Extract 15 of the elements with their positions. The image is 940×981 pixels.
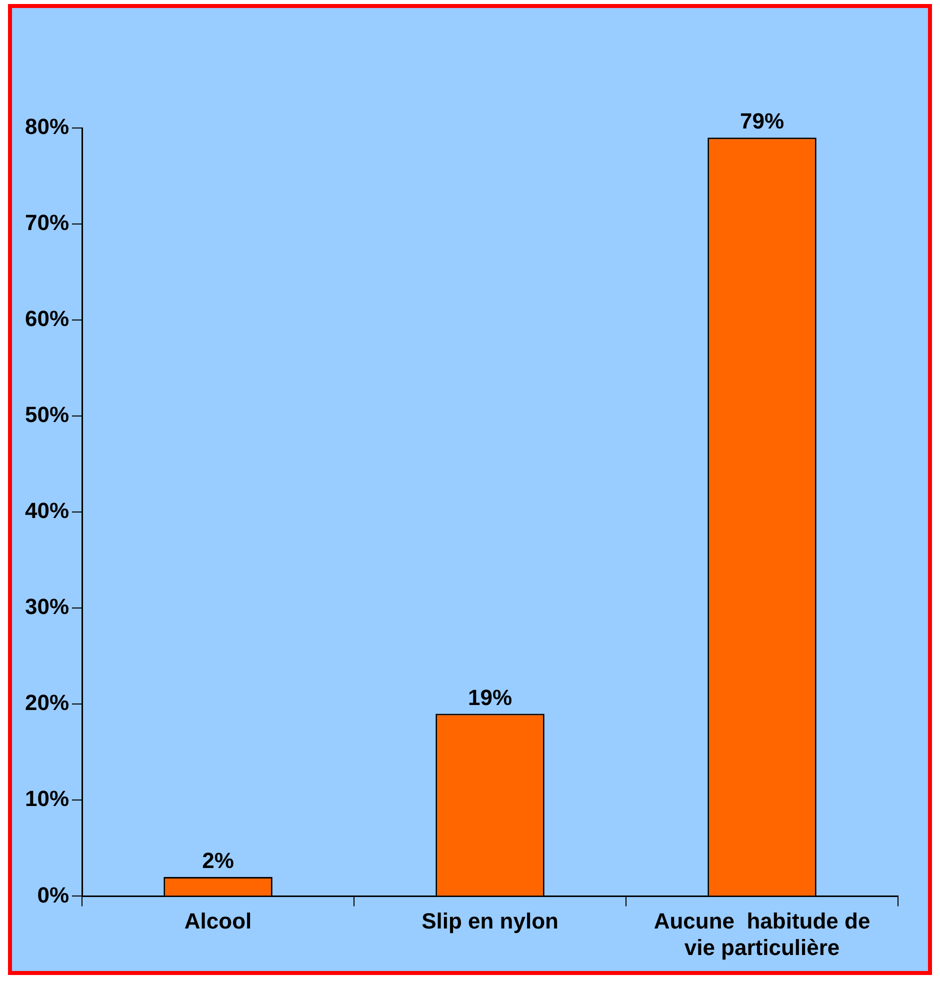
x-tick-label: Aucune habitude de vie particulière [654, 908, 870, 960]
y-tick-label: 60% [24, 306, 70, 332]
data-label: 19% [468, 684, 512, 710]
data-label: 79% [740, 108, 784, 134]
y-tick-label: 70% [24, 210, 70, 236]
data-label: 2% [202, 848, 234, 874]
x-tick-label: Slip en nylon [422, 908, 558, 934]
y-tick-label: 10% [24, 786, 70, 812]
x-tick-label: Alcool [184, 908, 252, 934]
y-tick-label: 0% [37, 882, 70, 908]
y-tick-label: 20% [24, 690, 70, 716]
y-tick-label: 40% [24, 498, 70, 524]
y-tick-label: 80% [24, 114, 70, 140]
y-tick-label: 50% [24, 402, 70, 428]
y-tick-label: 30% [24, 594, 70, 620]
